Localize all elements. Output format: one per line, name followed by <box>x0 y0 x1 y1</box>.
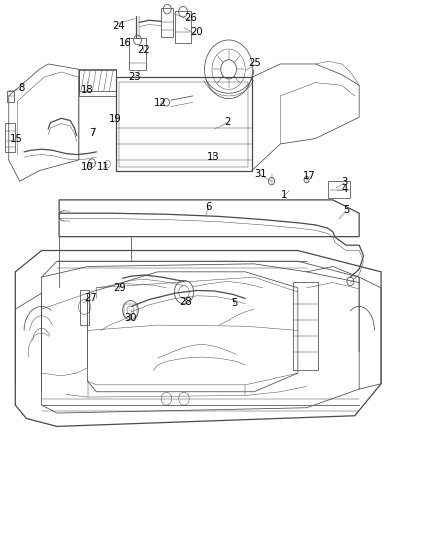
Text: 5: 5 <box>232 298 238 308</box>
Bar <box>293 282 318 370</box>
Text: 12: 12 <box>154 99 167 108</box>
Text: 27: 27 <box>85 294 98 303</box>
Text: 20: 20 <box>190 27 202 37</box>
Text: 17: 17 <box>303 171 316 181</box>
Text: 28: 28 <box>180 297 192 306</box>
Text: 6: 6 <box>205 202 212 212</box>
Text: 1: 1 <box>281 190 287 200</box>
Text: 26: 26 <box>184 13 197 23</box>
Bar <box>116 77 252 171</box>
Bar <box>80 290 89 325</box>
Text: 31: 31 <box>254 169 266 179</box>
Text: 22: 22 <box>137 45 150 55</box>
Text: 8: 8 <box>18 84 24 93</box>
Bar <box>7 91 14 102</box>
Text: 29: 29 <box>113 283 126 293</box>
Text: 4: 4 <box>341 184 347 193</box>
Text: 3: 3 <box>341 177 347 187</box>
Bar <box>161 8 173 37</box>
Text: 11: 11 <box>97 163 110 172</box>
Bar <box>129 38 146 70</box>
Text: 2: 2 <box>225 117 231 126</box>
Bar <box>119 82 248 167</box>
Text: 30: 30 <box>124 313 137 322</box>
Bar <box>5 123 15 152</box>
Text: 16: 16 <box>118 38 131 47</box>
Text: 25: 25 <box>248 58 261 68</box>
Bar <box>175 11 191 43</box>
Text: 15: 15 <box>10 134 23 143</box>
Bar <box>124 304 137 317</box>
Text: 7: 7 <box>90 128 96 138</box>
Text: 10: 10 <box>81 163 93 172</box>
Text: 18: 18 <box>81 85 93 94</box>
Text: 5: 5 <box>343 205 349 215</box>
Text: 13: 13 <box>207 152 219 161</box>
Text: 23: 23 <box>129 72 141 82</box>
Text: 19: 19 <box>108 115 121 124</box>
Text: 24: 24 <box>112 21 124 30</box>
